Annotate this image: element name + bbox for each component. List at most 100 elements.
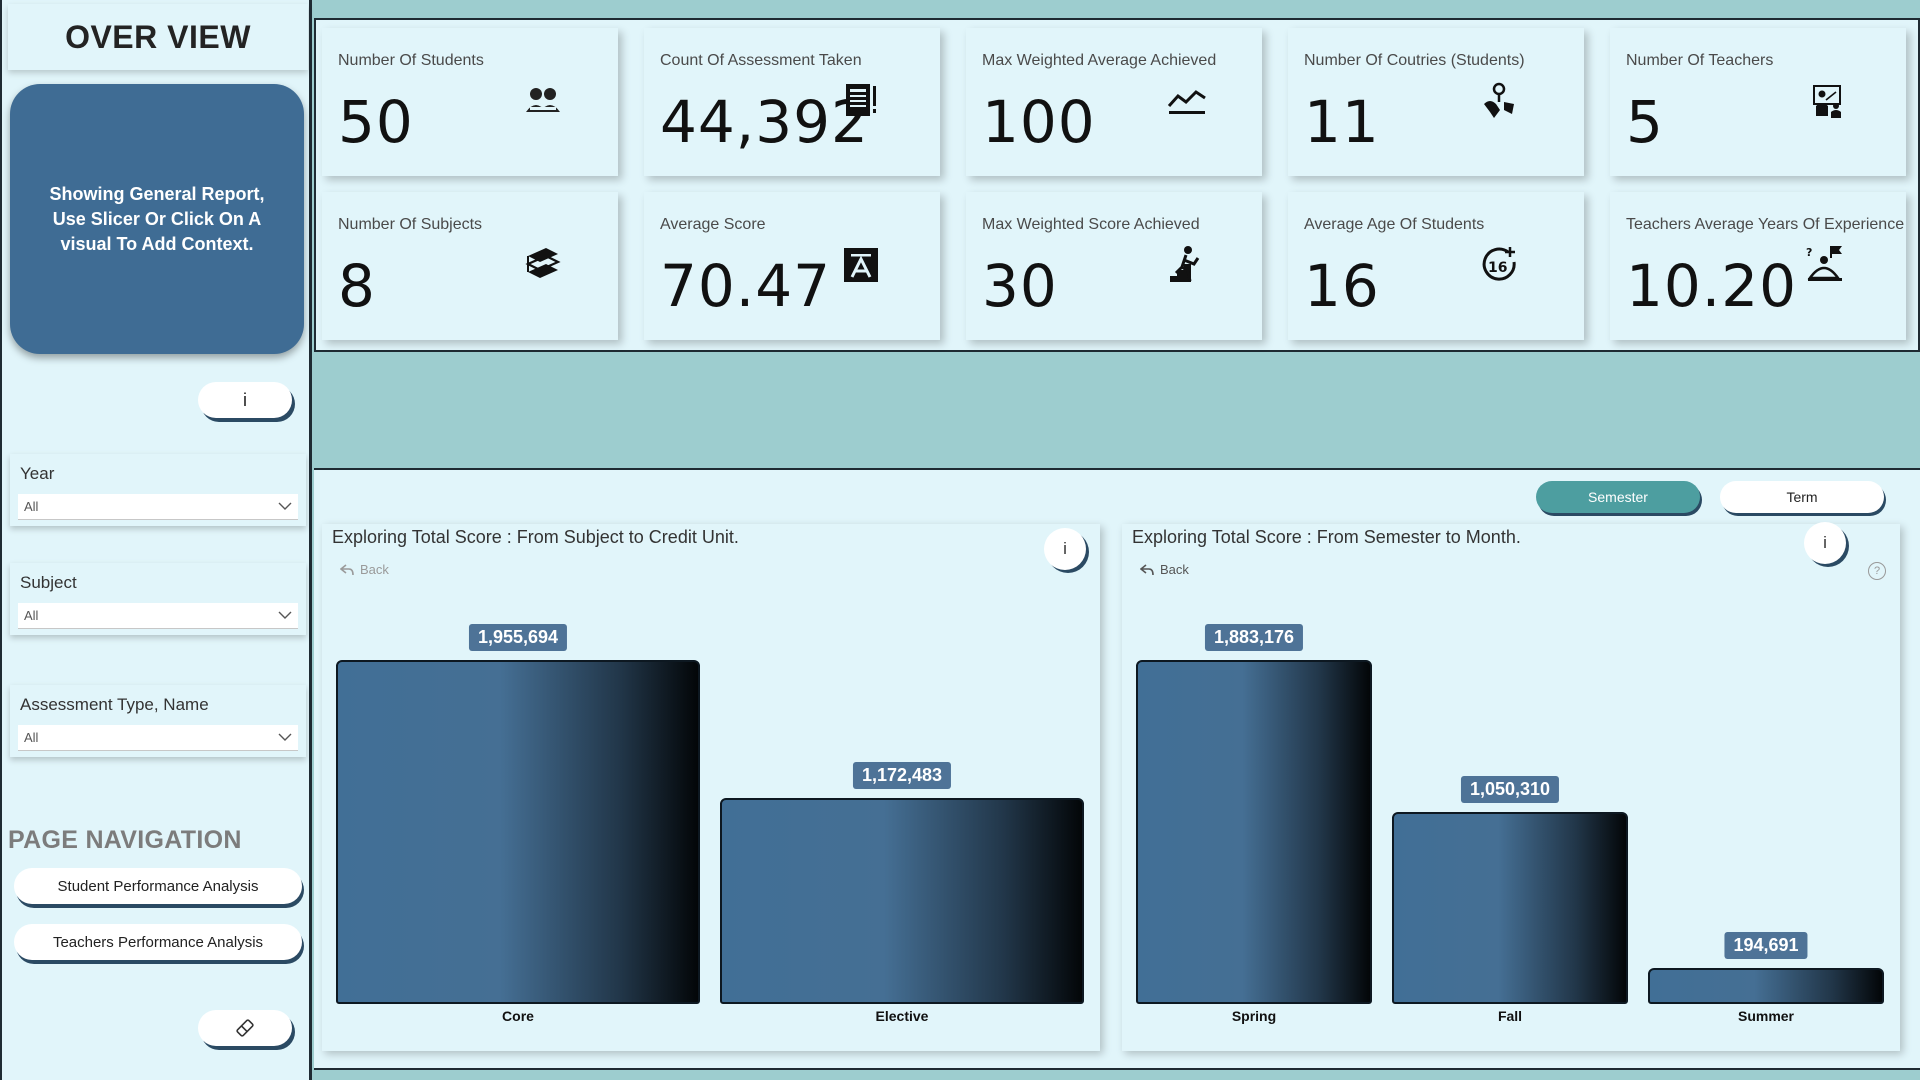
nav-teachers-performance-button[interactable]: Teachers Performance Analysis [14, 924, 302, 960]
kpi-card-students[interactable]: Number Of Students 50 [322, 28, 618, 176]
kpi-label: Number Of Subjects [338, 216, 483, 233]
slicer-dropdown[interactable]: All [18, 725, 298, 751]
grade-a-icon [844, 248, 878, 282]
kpi-card-average-score[interactable]: Average Score 70.47 [644, 192, 940, 340]
subject-bar-layer: 1,955,694 Core 1,172,483 Elective [322, 524, 1100, 1051]
kpi-value: 5 [1626, 88, 1664, 156]
slicer-assessment-type[interactable]: Assessment Type, Name All [10, 685, 306, 757]
slicer-value: All [24, 499, 39, 514]
kpi-label: Average Age Of Students [1304, 216, 1485, 233]
bar-summer[interactable] [1648, 968, 1884, 1004]
data-label: 1,050,310 [1460, 776, 1560, 803]
svg-text:?: ? [1806, 246, 1812, 259]
kpi-value: 44,392 [660, 88, 869, 156]
category-label: Core [502, 1008, 534, 1024]
kpi-card-max-weighted-score[interactable]: Max Weighted Score Achieved 30 [966, 192, 1262, 340]
semester-chart-panel: Exploring Total Score : From Semester to… [1122, 522, 1900, 1051]
document-icon [846, 84, 876, 116]
help-icon[interactable]: ? [1868, 562, 1886, 580]
semester-bar-layer: 1,883,176 Spring 1,050,310 Fall 194,691 Summe… [1122, 524, 1900, 1051]
kpi-value: 16 [1304, 252, 1380, 320]
back-arrow-icon [1140, 563, 1154, 575]
kpi-card-teachers[interactable]: Number Of Teachers 5 [1610, 28, 1906, 176]
kpi-value: 10.20 [1626, 252, 1798, 320]
chart-title: Exploring Total Score : From Semester to… [1132, 527, 1521, 547]
back-button[interactable]: Back [1140, 562, 1189, 577]
kpi-card-max-weighted-average[interactable]: Max Weighted Average Achieved 100 [966, 28, 1262, 176]
kpi-label: Number Of Coutries (Students) [1304, 52, 1525, 69]
data-label: 1,883,176 [1204, 624, 1304, 651]
data-label: 194,691 [1724, 932, 1808, 959]
books-icon [525, 248, 561, 278]
slicer-label: Assessment Type, Name [20, 695, 209, 714]
kpi-value: 70.47 [660, 252, 832, 320]
slicer-value: All [24, 730, 39, 745]
kpi-card-assessments[interactable]: Count Of Assessment Taken 44,392 [644, 28, 940, 176]
chevron-down-icon [278, 611, 292, 619]
nav-heading: PAGE NAVIGATION [8, 826, 242, 854]
kpi-value: 30 [982, 252, 1058, 320]
data-label: 1,955,694 [468, 624, 568, 651]
kpi-value: 11 [1304, 88, 1380, 156]
kpi-value: 100 [982, 88, 1096, 156]
students-icon [526, 88, 560, 112]
kpi-label: Max Weighted Average Achieved [982, 52, 1217, 69]
semester-toggle-button[interactable]: Semester [1536, 481, 1700, 513]
kpi-value: 50 [338, 88, 414, 156]
category-label: Summer [1737, 1008, 1795, 1024]
experience-icon: ? [1806, 246, 1842, 281]
kpi-label: Average Score [660, 216, 766, 233]
clear-filters-button[interactable] [198, 1010, 292, 1046]
bottom-strip [314, 1068, 1920, 1080]
slicer-dropdown[interactable]: All [18, 494, 298, 520]
kpi-label: Count Of Assessment Taken [660, 52, 862, 69]
kpi-card-countries[interactable]: Number Of Coutries (Students) 11 [1288, 28, 1584, 176]
term-toggle-button[interactable]: Term [1720, 481, 1884, 513]
slicer-label: Subject [20, 573, 77, 592]
back-button[interactable]: Back [340, 562, 389, 577]
kpi-label: Number Of Students [338, 52, 484, 69]
category-label: Elective [875, 1008, 929, 1024]
data-label: 1,172,483 [852, 762, 952, 789]
bar-fall[interactable] [1392, 812, 1628, 1004]
slicer-dropdown[interactable]: All [18, 603, 298, 629]
trend-line-icon [1167, 90, 1206, 114]
bar-core[interactable] [336, 660, 700, 1004]
page-title: OVER VIEW [8, 4, 308, 70]
kpi-label: Number Of Teachers [1626, 52, 1774, 69]
sidebar: OVER VIEW Showing General Report, Use Sl… [0, 0, 312, 1080]
kpi-card-subjects[interactable]: Number Of Subjects 8 [322, 192, 618, 340]
age-16-icon: 16 [1482, 247, 1516, 281]
chart-info-button[interactable]: i [1044, 528, 1086, 570]
climbing-stairs-icon [1170, 246, 1200, 282]
slicer-value: All [24, 608, 39, 623]
chart-title: Exploring Total Score : From Subject to … [332, 527, 739, 547]
slicer-year[interactable]: Year All [10, 454, 306, 526]
slicer-subject[interactable]: Subject All [10, 563, 306, 635]
globe-pin-icon [1484, 82, 1514, 118]
subject-chart-panel: Exploring Total Score : From Subject to … [322, 524, 1100, 1051]
chevron-down-icon [278, 502, 292, 510]
chevron-down-icon [278, 733, 292, 741]
back-label: Back [360, 562, 389, 577]
context-info-card: Showing General Report, Use Slicer Or Cl… [10, 84, 304, 354]
info-button[interactable]: i [198, 382, 292, 418]
bar-elective[interactable] [720, 798, 1084, 1004]
kpi-value: 8 [338, 252, 376, 320]
kpi-label: Max Weighted Score Achieved [982, 216, 1200, 233]
svg-text:16: 16 [1488, 260, 1507, 276]
chart-info-button[interactable]: i [1804, 522, 1846, 564]
eraser-icon [236, 1019, 254, 1037]
top-strip [314, 0, 1920, 18]
bar-spring[interactable] [1136, 660, 1372, 1004]
nav-student-performance-button[interactable]: Student Performance Analysis [14, 868, 302, 904]
teacher-icon [1813, 85, 1841, 118]
slicer-label: Year [20, 464, 55, 483]
kpi-card-average-age[interactable]: Average Age Of Students 16 16 [1288, 192, 1584, 340]
kpi-label: Teachers Average Years Of Experience [1626, 216, 1905, 233]
back-label: Back [1160, 562, 1189, 577]
category-label: Fall [1497, 1008, 1523, 1024]
back-arrow-icon [340, 563, 354, 575]
category-label: Spring [1231, 1008, 1277, 1024]
kpi-card-teacher-experience[interactable]: Teachers Average Years Of Experience 10.… [1610, 192, 1906, 340]
